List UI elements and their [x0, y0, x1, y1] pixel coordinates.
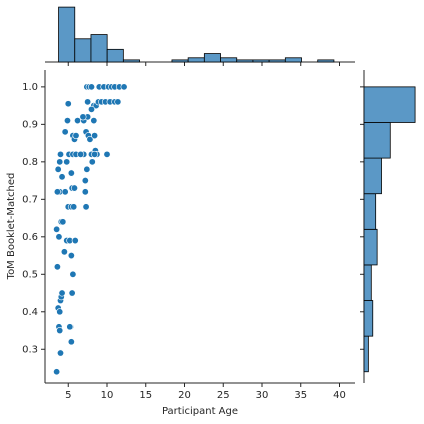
- hist-bar: [171, 59, 189, 63]
- point: [61, 128, 69, 136]
- point: [86, 135, 94, 143]
- hist-bar: [363, 122, 391, 159]
- x-tick-label: 25: [217, 390, 230, 401]
- hist-bar: [90, 34, 108, 63]
- point: [53, 263, 61, 271]
- point: [56, 158, 64, 166]
- point: [74, 117, 82, 125]
- hist-bar: [363, 193, 377, 230]
- point: [90, 117, 98, 125]
- point: [114, 98, 122, 106]
- y-axis-label: ToM Booklet-Matched: [6, 173, 17, 281]
- point: [69, 270, 77, 278]
- hist-bar: [363, 228, 378, 266]
- x-tick-label: 10: [101, 390, 114, 401]
- y-tick-label: 0.7: [22, 194, 38, 205]
- hist-bar: [268, 59, 286, 63]
- point: [54, 165, 62, 173]
- point: [70, 203, 78, 211]
- y-tick-label: 1.0: [22, 82, 38, 93]
- point: [88, 105, 96, 113]
- point: [68, 289, 76, 297]
- point: [61, 188, 69, 196]
- point: [120, 83, 128, 91]
- hist-bar: [187, 57, 205, 63]
- y-tick-label: 0.5: [22, 269, 38, 280]
- point: [88, 158, 96, 166]
- point: [84, 98, 92, 106]
- hist-bar: [363, 264, 372, 301]
- point: [53, 225, 61, 233]
- point: [103, 150, 111, 158]
- point: [56, 327, 64, 335]
- hist-bar: [363, 300, 374, 337]
- point: [67, 169, 75, 177]
- point: [56, 349, 64, 357]
- point: [79, 113, 87, 121]
- hist-bar: [236, 59, 254, 63]
- point: [71, 237, 79, 245]
- y-tick-label: 0.3: [22, 344, 38, 355]
- x-tick-label: 5: [65, 390, 71, 401]
- hist-bar: [317, 59, 335, 63]
- point: [63, 117, 71, 125]
- point: [55, 233, 63, 241]
- point: [60, 248, 68, 256]
- point: [91, 132, 99, 140]
- point: [53, 188, 61, 196]
- point: [66, 323, 74, 331]
- point: [64, 100, 72, 108]
- hist-bar: [252, 59, 270, 63]
- point: [63, 158, 71, 166]
- x-tick-label: 35: [294, 390, 307, 401]
- x-tick-label: 30: [256, 390, 269, 401]
- hist-bar: [106, 48, 124, 63]
- x-tick-label: 20: [178, 390, 191, 401]
- hist-bar: [220, 57, 238, 63]
- x-tick-label: 40: [333, 390, 346, 401]
- point: [67, 338, 75, 346]
- point: [53, 368, 61, 376]
- y-tick-label: 0.6: [22, 232, 38, 243]
- hist-bar: [284, 57, 302, 63]
- point: [81, 188, 89, 196]
- point: [67, 252, 75, 260]
- hist-bar: [363, 86, 416, 123]
- point: [82, 203, 90, 211]
- point: [70, 184, 78, 192]
- hist-bar: [74, 38, 92, 63]
- point: [72, 132, 80, 140]
- point: [83, 165, 91, 173]
- point: [56, 150, 64, 158]
- point: [58, 173, 66, 181]
- y-tick-label: 0.9: [22, 119, 38, 130]
- y-tick-label: 0.4: [22, 307, 38, 318]
- y-tick-label: 0.8: [22, 157, 38, 168]
- hist-bar: [58, 6, 76, 63]
- point: [91, 150, 99, 158]
- hist-bar: [363, 335, 369, 373]
- hist-bar: [203, 53, 221, 63]
- point: [56, 308, 64, 316]
- point: [81, 177, 89, 185]
- point: [88, 83, 96, 91]
- point: [58, 289, 66, 297]
- point: [77, 150, 85, 158]
- point: [59, 218, 67, 226]
- x-axis-label: Participant Age: [162, 406, 238, 417]
- x-tick-label: 15: [139, 390, 152, 401]
- hist-bar: [363, 157, 382, 195]
- hist-bar: [122, 59, 140, 63]
